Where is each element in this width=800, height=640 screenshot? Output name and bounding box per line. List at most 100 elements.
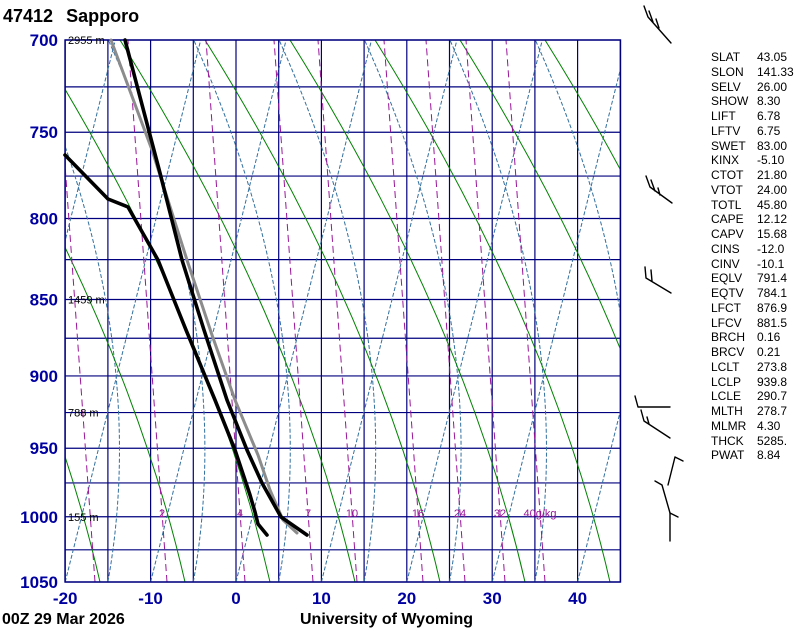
temperature-tick-label: 30 [483, 589, 502, 608]
mixing-ratio-label: 2 [159, 508, 165, 520]
moist-adiabat-line [193, 40, 291, 582]
index-value: 8.84 [757, 448, 781, 463]
wind-barb [634, 395, 671, 408]
isotherm-line [65, 40, 202, 582]
index-row: LCLP 939.8 [711, 375, 797, 390]
moist-adiabat-line [65, 144, 120, 582]
index-label: SELV [711, 79, 741, 94]
index-row: TOTL 45.80 [711, 198, 797, 213]
temperature-tick-label: -10 [138, 589, 163, 608]
index-value: 0.16 [757, 330, 781, 345]
wind-barb [645, 175, 673, 204]
isotherm-line [491, 66, 621, 582]
index-label: CINV [711, 256, 740, 271]
index-label: CAPE [711, 212, 744, 227]
dry-adiabat-line [289, 40, 526, 582]
index-row: LCLE 290.7 [711, 389, 797, 404]
index-row: THCK 5285. [711, 434, 797, 449]
mixing-ratio-line [65, 158, 96, 582]
dry-adiabat-line [119, 40, 356, 582]
moist-adiabat-line [278, 40, 377, 582]
wind-barb [654, 480, 671, 514]
index-label: LIFT [711, 109, 736, 123]
wind-barb [667, 456, 684, 486]
mixing-ratio-label: 4 [237, 508, 243, 520]
dry-adiabats [65, 40, 621, 582]
index-row: KINX -5.10 [711, 153, 797, 168]
index-value: 21.80 [757, 168, 788, 182]
index-row: SLON 141.33 [711, 65, 797, 80]
index-row: BRCH 0.16 [711, 330, 797, 345]
wind-barbs [634, 5, 684, 542]
dry-adiabat-line [65, 88, 271, 582]
index-row: PWAT 8.84 [711, 448, 797, 463]
mixing-ratio-label: 16 [412, 508, 424, 520]
parcel-trace [109, 38, 299, 535]
index-label: SHOW [711, 94, 749, 109]
index-row: VTOT 24.00 [711, 183, 797, 198]
temperature-tick-label: 0 [231, 589, 240, 608]
index-row: LFTV 6.75 [711, 124, 797, 139]
mixing-ratio-lines [65, 40, 546, 582]
altitude-label: 788 m [68, 408, 99, 420]
dewpoint-trace [63, 153, 269, 537]
index-value: 273.8 [757, 359, 788, 374]
index-value: -12.0 [757, 241, 785, 256]
index-row: CAPV 15.68 [711, 227, 797, 242]
index-row: SELV 26.00 [711, 80, 797, 95]
index-label: SLON [711, 64, 744, 79]
index-label: LFTV [711, 123, 741, 138]
index-row: SLAT 43.05 [711, 50, 797, 65]
index-row: LFCV 881.5 [711, 316, 797, 331]
mixing-ratio-line [425, 40, 466, 582]
pressure-tick-label: 850 [30, 291, 58, 310]
moist-adiabat-line [364, 40, 462, 582]
index-row: LIFT 6.78 [711, 109, 797, 124]
index-label: LFCV [711, 315, 742, 330]
station-id: 47412 [3, 6, 54, 26]
index-value: 290.7 [757, 389, 788, 404]
mixing-ratio-line [465, 40, 506, 582]
index-label: CTOT [711, 168, 744, 182]
index-value: 784.1 [757, 286, 788, 300]
index-label: EQLV [711, 271, 743, 286]
moist-adiabat-line [449, 40, 547, 582]
isotherm-line [406, 40, 543, 582]
mixing-ratio-label: 10 [346, 508, 358, 520]
index-row: LFCT 876.9 [711, 301, 797, 316]
altitude-label: 2955 m [68, 35, 105, 47]
temperature-trace [123, 38, 309, 537]
isotherm-line [65, 40, 116, 244]
mixing-ratio-label: 32 [494, 508, 506, 520]
mixing-ratio-label: 40g/kg [523, 508, 556, 520]
altitude-label: 155 m [68, 512, 99, 524]
mixing-ratio-line [505, 40, 546, 582]
index-label: SWET [711, 138, 746, 153]
pressure-tick-label: 1000 [20, 508, 58, 527]
index-value: -10.1 [757, 256, 785, 271]
index-value: 15.68 [757, 227, 788, 241]
index-value: 876.9 [757, 300, 788, 315]
index-value: 45.80 [757, 197, 788, 212]
index-row: CAPE 12.12 [711, 212, 797, 227]
index-value: 6.75 [757, 123, 781, 138]
index-value: 8.30 [757, 94, 781, 109]
pressure-tick-label: 1050 [20, 573, 58, 592]
pressure-tick-label: 950 [30, 439, 58, 458]
index-row: EQTV 784.1 [711, 286, 797, 301]
pressure-tick-label: 800 [30, 209, 58, 228]
altitude-labels: 2955 m 1459 m 788 m 155 m [68, 35, 105, 524]
index-value: 24.00 [757, 182, 788, 197]
index-label: EQTV [711, 286, 744, 300]
index-value: 4.30 [757, 418, 781, 433]
index-label: BRCV [711, 345, 745, 359]
mixing-ratio-line [317, 40, 358, 582]
index-label: PWAT [711, 448, 745, 463]
index-label: CINS [711, 241, 740, 256]
index-label: LCLP [711, 374, 742, 389]
index-value: 278.7 [757, 404, 788, 418]
index-value: 26.00 [757, 79, 788, 94]
dry-adiabat-line [459, 40, 621, 351]
index-value: 5285. [757, 433, 788, 448]
